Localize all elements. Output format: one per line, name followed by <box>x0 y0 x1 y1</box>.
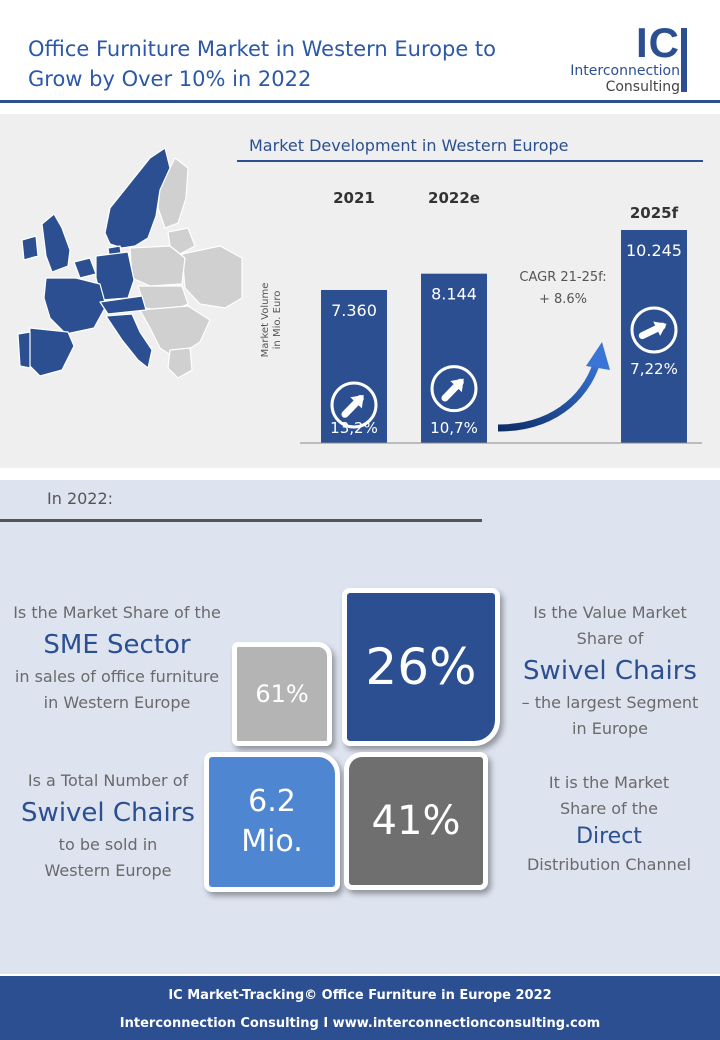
fact-swivel-value-emphasis: Swivel Chairs <box>523 656 697 686</box>
map-ireland <box>21 235 39 261</box>
bar-2021 <box>321 289 387 443</box>
map-benelux <box>73 257 97 279</box>
facts-intro-rule <box>0 519 482 522</box>
map-greece <box>167 347 193 379</box>
bar-2022e <box>421 273 487 443</box>
cagr-label-line2: + 8.6% <box>539 292 587 307</box>
fact-sme-line3: in Western Europe <box>43 693 191 712</box>
fact-sme-line2: in sales of office furniture <box>14 667 220 686</box>
value-label-2025f: 10.245 <box>626 241 682 260</box>
fact-swivel-count-emphasis: Swivel Chairs <box>21 798 195 828</box>
tile-direct-share: 41% <box>344 752 488 890</box>
footer-line1: IC Market-Tracking© Office Furniture in … <box>168 988 552 1003</box>
tile-swivel-value-value: 26% <box>365 638 477 696</box>
fact-swivel-value-line1: Is the Value Market <box>533 603 687 622</box>
cagr-label-line1: CAGR 21-25f: <box>519 270 606 285</box>
map-norway-sweden <box>104 147 171 249</box>
arrow-circle-icon-2025f <box>630 306 678 354</box>
map-france <box>43 277 107 335</box>
europe-map <box>17 147 243 379</box>
map-poland <box>129 245 186 287</box>
fact-direct-line3: Distribution Channel <box>526 855 692 874</box>
footer-line2: Interconnection Consulting I www.interco… <box>119 1016 601 1031</box>
page-title: Office Furniture Market in Western Europ… <box>28 37 497 91</box>
map-switzerland-austria <box>99 295 147 315</box>
fact-direct-text: It is the Market Share of the Direct Dis… <box>500 770 718 878</box>
map-portugal <box>17 331 31 369</box>
logo-bar <box>681 28 687 92</box>
header-rule <box>0 100 720 103</box>
tile-swivel-count-line2: Mio. <box>241 824 303 859</box>
year-label-2022e: 2022e <box>428 189 480 207</box>
fact-sme-text: Is the Market Share of the SME Sector in… <box>0 600 234 716</box>
arrow-head-icon-2021 <box>350 394 364 409</box>
map-italy <box>105 313 153 369</box>
growth-arrow-head <box>586 342 610 370</box>
chart-title-rule <box>237 160 703 162</box>
year-label-2021: 2021 <box>333 189 375 207</box>
map-uk <box>41 213 71 273</box>
y-axis-label: Market Volumein Mio. Euro <box>260 283 283 358</box>
arrow-head-icon-2025f <box>653 321 667 336</box>
fact-swivel-value-line4: in Europe <box>572 719 648 738</box>
tile-sme-value: 61% <box>255 680 309 708</box>
growth-arrow <box>497 357 602 432</box>
bar-2025f <box>621 230 687 443</box>
market-chart: 2021 7.360 13,2% 2022e 8.144 10,7% 2025f 10.245… <box>260 189 702 444</box>
fact-direct-line2: Share of the <box>559 799 659 818</box>
map-spain <box>27 327 75 377</box>
logo-mark: IC <box>636 19 680 66</box>
arrow-circle-icon-2021 <box>330 381 378 429</box>
fact-swivel-count-line2: to be sold in <box>58 835 158 854</box>
fact-direct-emphasis: Direct <box>576 824 642 849</box>
growth-label-2022e: 10,7% <box>430 419 478 437</box>
growth-label-2021: 13,2% <box>330 419 378 437</box>
tile-direct-value: 41% <box>371 798 461 844</box>
logo-text-line1: Interconnection <box>570 63 680 79</box>
tile-swivel-value-share: 26% <box>342 588 500 746</box>
fact-swivel-count-line1: Is a Total Number of <box>27 771 189 790</box>
map-baltics <box>167 227 196 255</box>
footer: IC Market-Tracking© Office Furniture in … <box>0 976 720 1040</box>
tile-swivel-count: 6.2 Mio. <box>204 752 340 892</box>
logo-text-line2: Consulting <box>605 79 680 95</box>
tile-swivel-count-line1: 6.2 <box>248 784 296 819</box>
value-label-2022e: 8.144 <box>431 285 477 304</box>
chart-title: Market Development in Western Europe <box>249 136 569 155</box>
value-label-2021: 7.360 <box>331 301 377 320</box>
fact-swivel-value-text: Is the Value Market Share of Swivel Chai… <box>500 600 720 742</box>
facts-intro: In 2022: <box>47 489 114 508</box>
fact-swivel-value-line2: Share of <box>576 629 644 648</box>
map-finland <box>157 157 189 229</box>
year-label-2025f: 2025f <box>630 204 679 222</box>
fact-sme-emphasis: SME Sector <box>43 630 191 660</box>
arrow-head-icon-2022e <box>450 378 464 393</box>
fact-swivel-value-line3: – the largest Segment <box>521 693 699 712</box>
fact-swivel-count-line3: Western Europe <box>44 861 172 880</box>
arrow-circle-icon-2022e <box>430 365 478 413</box>
map-east-europe <box>181 245 243 309</box>
fact-direct-line1: It is the Market <box>548 773 670 792</box>
fact-sme-line1: Is the Market Share of the <box>13 603 221 622</box>
tile-sme-share: 61% <box>232 642 332 746</box>
fact-swivel-count-text: Is a Total Number of Swivel Chairs to be… <box>0 768 216 884</box>
growth-label-2025f: 7,22% <box>630 360 678 378</box>
